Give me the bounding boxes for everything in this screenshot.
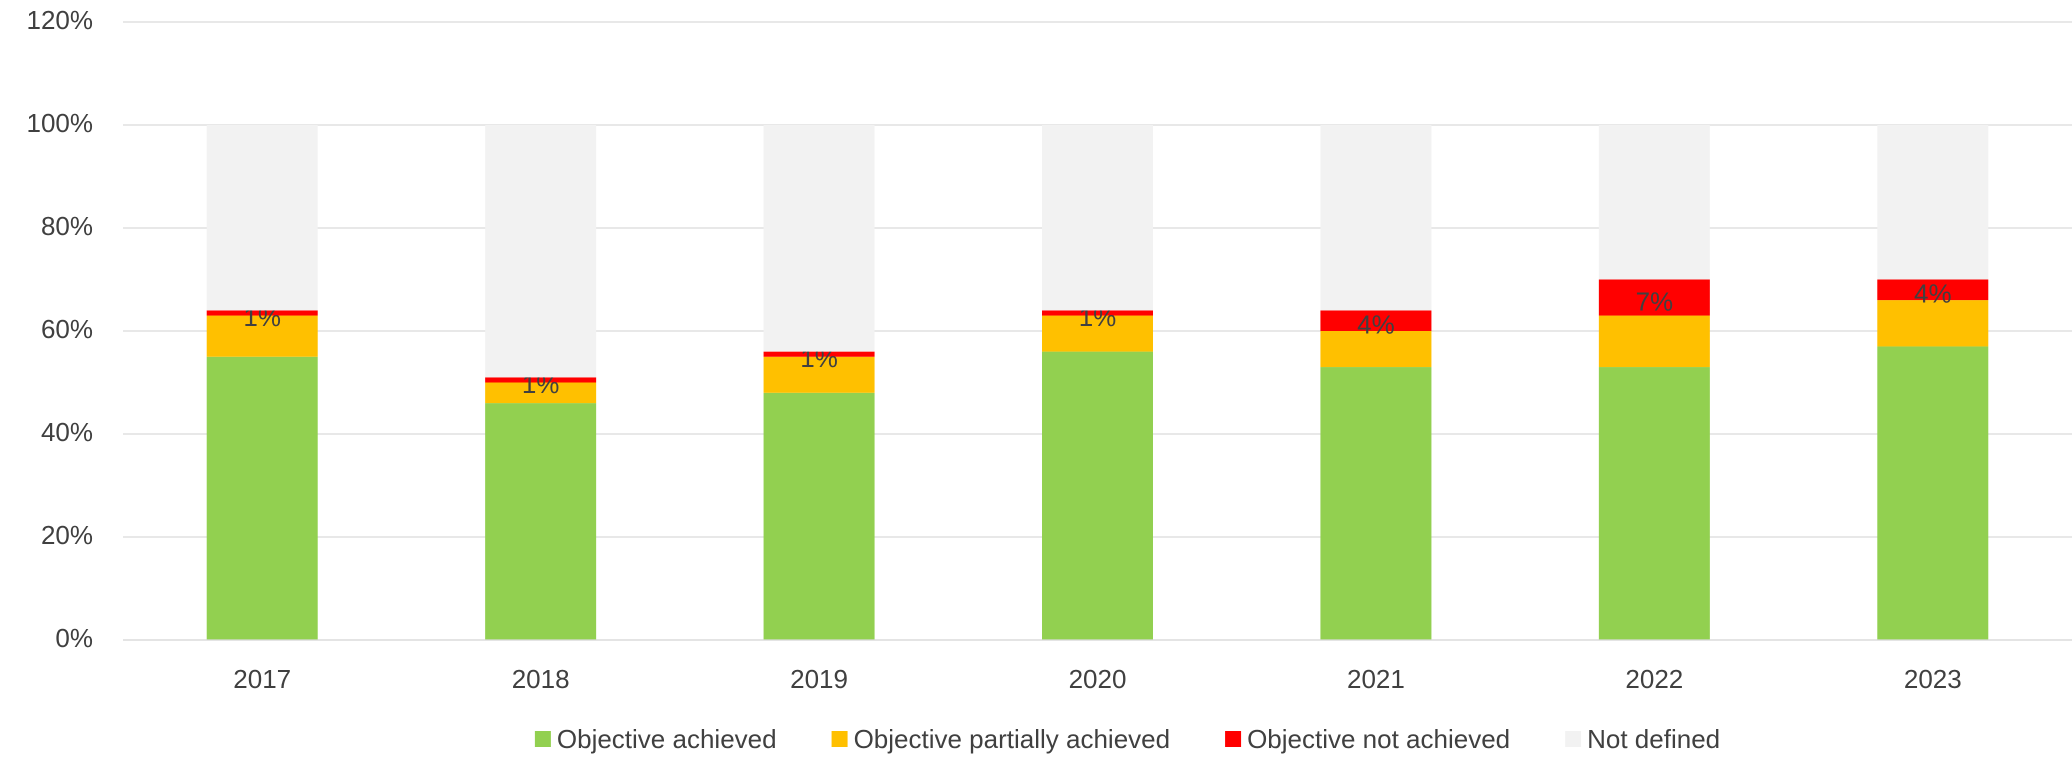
legend: Objective achieved Objective partially ac… <box>534 724 1720 754</box>
x-tick-label: 2022 <box>1625 664 1683 694</box>
x-tick-label: 2023 <box>1904 664 1962 694</box>
bar-segment <box>485 382 597 404</box>
legend-label: Objective not achieved <box>1247 724 1510 754</box>
legend-label: Not defined <box>1587 724 1720 754</box>
x-tick-label: 2019 <box>790 664 848 694</box>
bar-segment <box>1042 351 1153 640</box>
legend-swatch <box>1225 731 1242 747</box>
bar-segment <box>1042 310 1153 316</box>
bar-segment <box>1320 331 1432 368</box>
bar-segment <box>206 356 318 640</box>
y-tick-label: 20% <box>41 520 93 550</box>
bar-segment <box>763 125 875 352</box>
y-tick-label: 0% <box>55 623 93 653</box>
bar-segment <box>206 315 318 357</box>
x-tick-label: 2017 <box>233 664 291 694</box>
bar-segment <box>206 125 318 311</box>
legend-swatch <box>534 731 551 747</box>
data-label: 4% <box>1357 310 1395 340</box>
bar-segment <box>485 403 597 640</box>
bar-segment <box>1598 315 1710 368</box>
bar-segment <box>485 125 597 378</box>
bar-segment <box>1877 300 1989 347</box>
bar-segment <box>1320 367 1432 640</box>
bar-segment <box>1598 367 1710 640</box>
y-tick-label: 40% <box>41 417 93 447</box>
bar-segment <box>763 351 875 357</box>
legend-label: Objective achieved <box>557 724 777 754</box>
bar-segment <box>763 392 875 640</box>
bar-segment <box>1877 125 1989 280</box>
bar-segment <box>1042 315 1153 352</box>
y-tick-label: 80% <box>41 211 93 241</box>
data-label: 4% <box>1914 279 1952 309</box>
data-label: 7% <box>1636 286 1674 316</box>
legend-label: Objective partially achieved <box>854 724 1171 754</box>
y-tick-label: 60% <box>41 314 93 344</box>
x-tick-label: 2018 <box>512 664 570 694</box>
bar-segment <box>1598 279 1710 316</box>
y-tick-label: 120% <box>27 5 94 35</box>
x-tick-label: 2020 <box>1069 664 1127 694</box>
bar-segment <box>1877 279 1989 301</box>
bar-segment <box>485 377 597 383</box>
bar-segment <box>1877 346 1989 640</box>
bar-segment <box>1598 125 1710 280</box>
bar-segment <box>1320 125 1432 311</box>
bar-segment <box>1320 310 1432 331</box>
bar-segment <box>1042 125 1153 311</box>
x-tick-label: 2021 <box>1347 664 1405 694</box>
legend-swatch <box>1565 731 1582 747</box>
legend-swatch <box>831 731 848 747</box>
bar-segment <box>206 310 318 316</box>
y-tick-label: 100% <box>27 108 94 138</box>
bar-segment <box>763 356 875 393</box>
